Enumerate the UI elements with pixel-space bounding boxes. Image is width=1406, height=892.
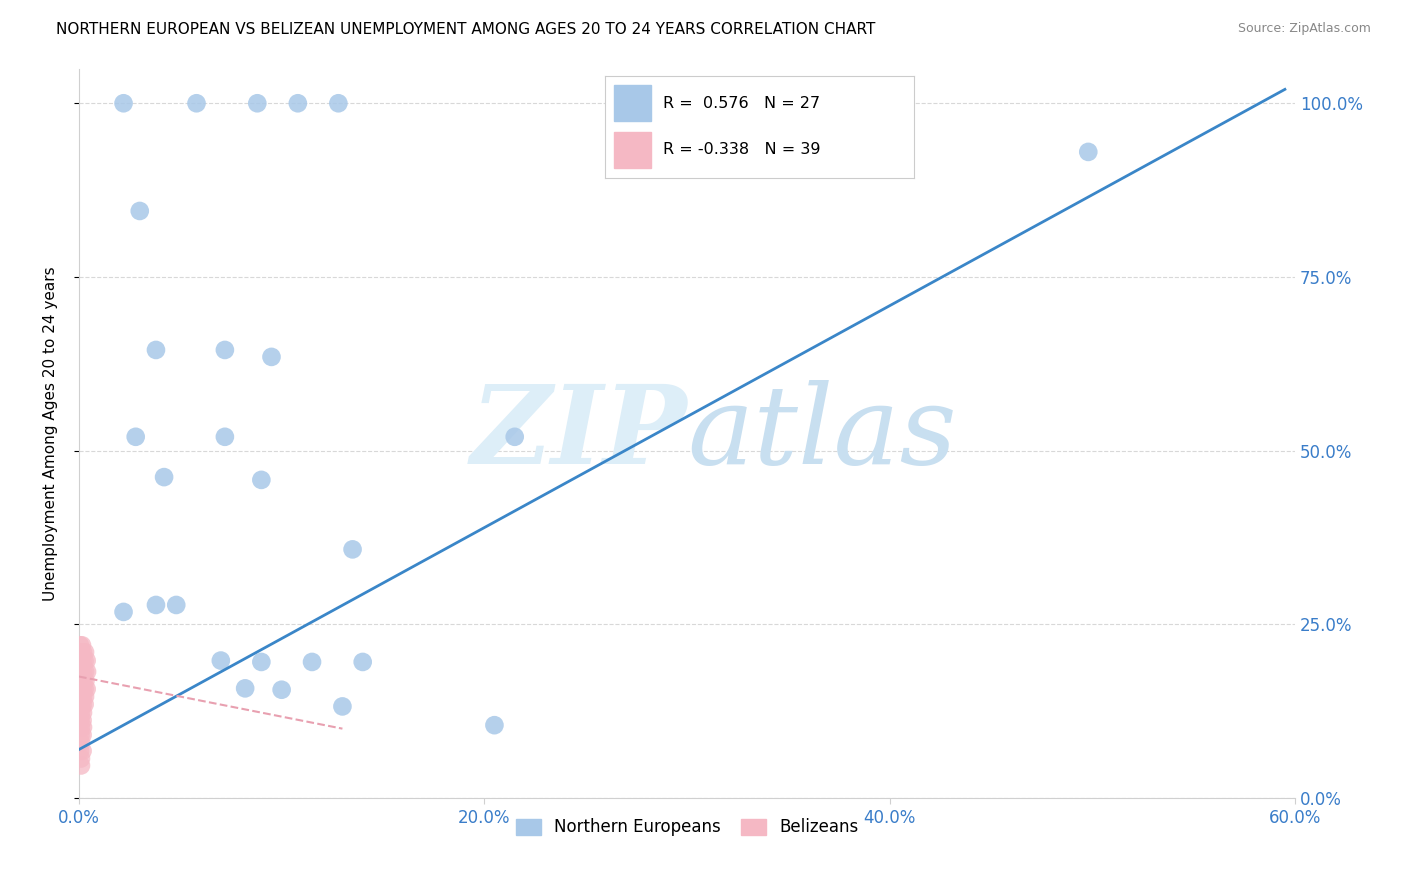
Point — [70, 706, 93, 720]
Point — [112, 96, 135, 111]
Point — [72, 674, 94, 689]
Bar — [614, 85, 651, 121]
Point — [70, 758, 93, 772]
Point — [72, 645, 94, 659]
Point — [72, 690, 94, 705]
Point — [270, 682, 292, 697]
Point — [69, 638, 91, 652]
Point — [72, 714, 94, 728]
Point — [1077, 145, 1099, 159]
Point — [73, 645, 96, 659]
Point — [145, 598, 167, 612]
Point — [72, 720, 94, 734]
Point — [128, 204, 150, 219]
Point — [72, 706, 94, 720]
Point — [301, 655, 323, 669]
Point — [69, 744, 91, 758]
Bar — [614, 132, 651, 168]
Point — [70, 638, 93, 652]
Point — [69, 713, 91, 727]
Point — [332, 699, 354, 714]
Point — [209, 654, 232, 668]
Point — [250, 473, 273, 487]
Point — [73, 690, 96, 704]
Point — [76, 654, 98, 668]
Point — [70, 666, 93, 681]
Point — [250, 655, 273, 669]
Point — [342, 542, 364, 557]
Point — [125, 430, 148, 444]
Text: Source: ZipAtlas.com: Source: ZipAtlas.com — [1237, 22, 1371, 36]
Point — [69, 681, 91, 696]
Point — [72, 665, 94, 680]
Point — [70, 674, 93, 689]
Point — [72, 728, 94, 742]
Point — [214, 343, 236, 357]
Point — [246, 96, 269, 111]
Legend: Northern Europeans, Belizeans: Northern Europeans, Belizeans — [508, 810, 866, 845]
Point — [484, 718, 506, 732]
Point — [73, 665, 96, 679]
Text: atlas: atlas — [688, 380, 956, 487]
Point — [153, 470, 176, 484]
Point — [70, 751, 93, 765]
Point — [70, 735, 93, 749]
Point — [72, 682, 94, 697]
Point — [69, 698, 91, 712]
Point — [69, 729, 91, 743]
Point — [186, 96, 208, 111]
Point — [214, 430, 236, 444]
Point — [260, 350, 283, 364]
Point — [72, 698, 94, 712]
Text: NORTHERN EUROPEAN VS BELIZEAN UNEMPLOYMENT AMONG AGES 20 TO 24 YEARS CORRELATION: NORTHERN EUROPEAN VS BELIZEAN UNEMPLOYME… — [56, 22, 876, 37]
Point — [70, 645, 93, 659]
Point — [503, 430, 526, 444]
Point — [73, 698, 96, 712]
Text: ZIP: ZIP — [471, 380, 688, 487]
Point — [70, 720, 93, 734]
Point — [75, 673, 97, 688]
Point — [165, 598, 187, 612]
Point — [352, 655, 374, 669]
Text: R =  0.576   N = 27: R = 0.576 N = 27 — [664, 95, 821, 111]
Point — [233, 681, 256, 696]
Point — [145, 343, 167, 357]
Point — [76, 665, 98, 679]
Text: R = -0.338   N = 39: R = -0.338 N = 39 — [664, 142, 821, 157]
Point — [328, 96, 350, 111]
Point — [287, 96, 309, 111]
Point — [70, 690, 93, 704]
Point — [73, 681, 96, 696]
Point — [73, 654, 96, 668]
Point — [72, 744, 94, 758]
Point — [69, 656, 91, 670]
Point — [72, 655, 94, 669]
Y-axis label: Unemployment Among Ages 20 to 24 years: Unemployment Among Ages 20 to 24 years — [44, 266, 58, 600]
Point — [112, 605, 135, 619]
Point — [76, 681, 98, 696]
